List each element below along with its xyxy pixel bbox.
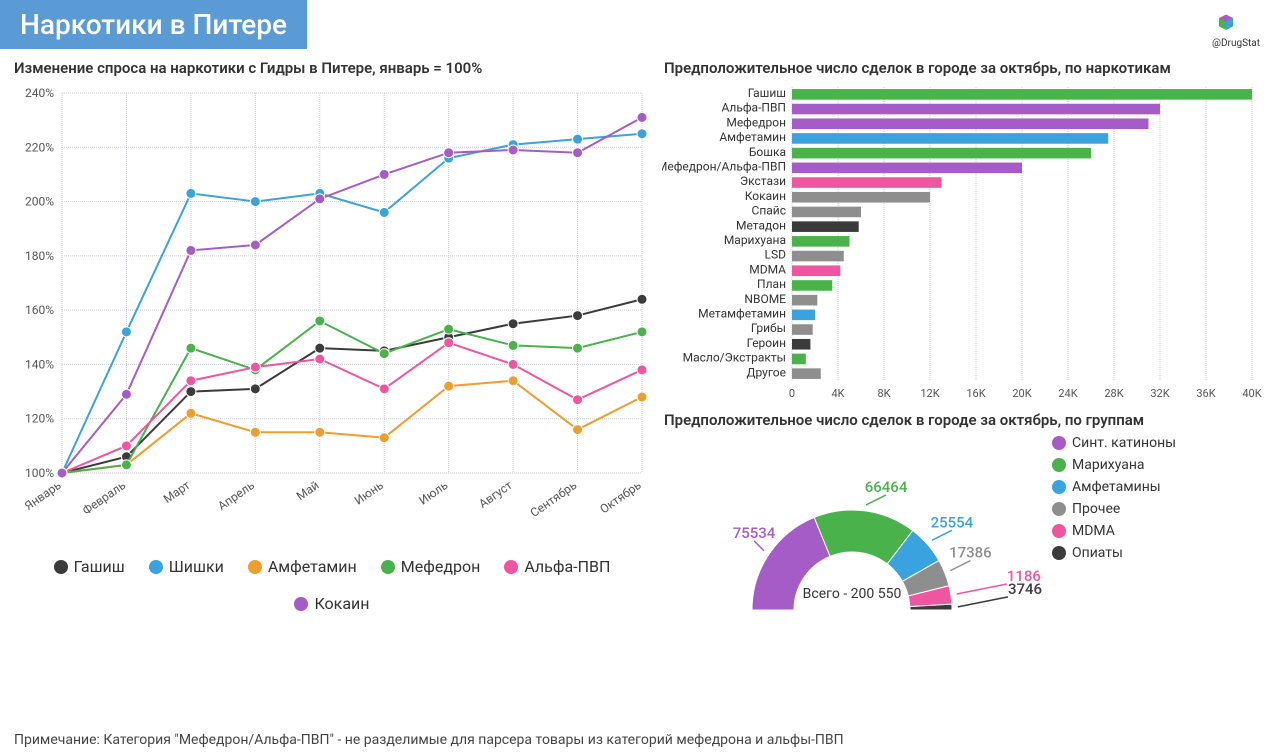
svg-text:180%: 180% (25, 249, 54, 263)
svg-text:Февраль: Февраль (80, 478, 128, 518)
bar-chart: 0 4K 8K 12K 16K 20K 24K 28K 32K 36K 40K ГашишАльфа-… (662, 83, 1262, 403)
svg-text:8K: 8K (877, 387, 890, 400)
svg-text:Март: Март (161, 478, 193, 506)
donut-value-label: 75534 (733, 524, 776, 542)
svg-text:200%: 200% (25, 195, 54, 209)
logo-drugstat: @DrugStat (1212, 10, 1260, 49)
legend-item: Прочее (1052, 501, 1176, 517)
svg-text:Май: Май (294, 478, 322, 503)
svg-text:Другое: Другое (746, 365, 786, 379)
svg-text:24K: 24K (1058, 387, 1077, 400)
svg-text:Грибы: Грибы (751, 321, 786, 335)
legend-item: Амфетамины (1052, 479, 1176, 495)
svg-text:План: План (757, 277, 786, 291)
svg-text:40K: 40K (1242, 387, 1261, 400)
svg-text:4K: 4K (831, 387, 844, 400)
svg-text:Экстази: Экстази (740, 174, 786, 188)
donut-value-label: 25554 (931, 513, 974, 531)
line-chart-panel: Изменение спроса на наркотики с Гидры в … (12, 55, 652, 665)
svg-text:160%: 160% (25, 303, 54, 317)
donut-value-label: 66464 (865, 478, 908, 496)
svg-text:Сентябрь: Сентябрь (528, 478, 580, 520)
svg-text:Июль: Июль (416, 478, 450, 508)
bar-chart-title: Предположительное число сделок в городе … (664, 59, 1268, 77)
svg-text:Август: Август (476, 478, 515, 511)
svg-text:120%: 120% (25, 412, 54, 426)
legend-item: Альфа-ПВП (504, 557, 610, 576)
svg-text:16K: 16K (966, 387, 985, 400)
svg-text:Бошка: Бошка (749, 145, 786, 159)
legend-item: Марихуана (1052, 457, 1176, 473)
svg-text:Мефедрон/Альфа-ПВП: Мефедрон/Альфа-ПВП (662, 159, 786, 173)
svg-text:Амфетамин: Амфетамин (719, 130, 786, 144)
legend-item: Шишки (149, 557, 224, 576)
svg-text:Героин: Героин (747, 336, 786, 350)
donut-chart: 75534664642555417386118663746Всего - 200… (662, 435, 1042, 665)
svg-text:0: 0 (789, 387, 795, 400)
svg-text:28K: 28K (1104, 387, 1123, 400)
svg-text:Кокаин: Кокаин (745, 189, 786, 203)
donut-chart-title: Предположительное число сделок в городе … (664, 411, 1268, 429)
svg-text:220%: 220% (25, 140, 54, 154)
svg-text:20K: 20K (1012, 387, 1031, 400)
legend-item: Амфетамин (248, 557, 357, 576)
legend-item: Мефедрон (381, 557, 481, 576)
svg-text:Масло/Экстракты: Масло/Экстракты (683, 351, 786, 365)
svg-text:36K: 36K (1196, 387, 1215, 400)
svg-text:Октябрь: Октябрь (597, 478, 643, 516)
svg-text:240%: 240% (25, 86, 54, 100)
svg-text:Альфа-ПВП: Альфа-ПВП (721, 101, 786, 115)
donut-value-label: 17386 (949, 544, 992, 562)
legend-item: Опиаты (1052, 545, 1176, 561)
footnote-text: Примечание: Категория "Мефедрон/Альфа-ПВ… (14, 732, 844, 748)
svg-text:Январь: Январь (22, 478, 64, 513)
legend-item: Кокаин (294, 594, 369, 613)
svg-text:140%: 140% (25, 357, 54, 371)
svg-text:Июнь: Июнь (352, 478, 386, 508)
svg-text:32K: 32K (1150, 387, 1169, 400)
svg-text:12K: 12K (920, 387, 939, 400)
line-chart: 100% 120% 140% 160% 180% 200% 220% 240% Январь Фе… (12, 83, 652, 543)
svg-text:MDMA: MDMA (749, 262, 786, 276)
donut-center-label: Всего - 200 550 (803, 586, 902, 602)
legend-item: Гашиш (54, 557, 125, 576)
line-chart-legend: Гашиш Шишки Амфетамин Мефедрон Альфа-ПВП Кока… (12, 543, 652, 613)
svg-text:Метадон: Метадон (736, 218, 786, 232)
legend-item: Синт. катиноны (1052, 435, 1176, 451)
page-title: Наркотики в Питере (0, 0, 307, 49)
donut-value-label: 3746 (1008, 580, 1042, 598)
svg-text:NBOME: NBOME (744, 292, 786, 306)
legend-item: MDMA (1052, 523, 1176, 539)
svg-text:Апрель: Апрель (215, 478, 257, 513)
svg-text:Гашиш: Гашиш (748, 86, 786, 100)
line-chart-title: Изменение спроса на наркотики с Гидры в … (14, 59, 652, 77)
svg-text:LSD: LSD (765, 248, 787, 262)
svg-text:100%: 100% (25, 466, 54, 480)
svg-text:Метамфетамин: Метамфетамин (698, 306, 786, 320)
donut-legend: Синт. катиноны Марихуана Амфетамины Прочее M… (1052, 435, 1176, 567)
svg-text:Марихуана: Марихуана (724, 233, 786, 247)
svg-text:Спайс: Спайс (752, 204, 786, 218)
svg-text:Мефедрон: Мефедрон (726, 115, 786, 129)
